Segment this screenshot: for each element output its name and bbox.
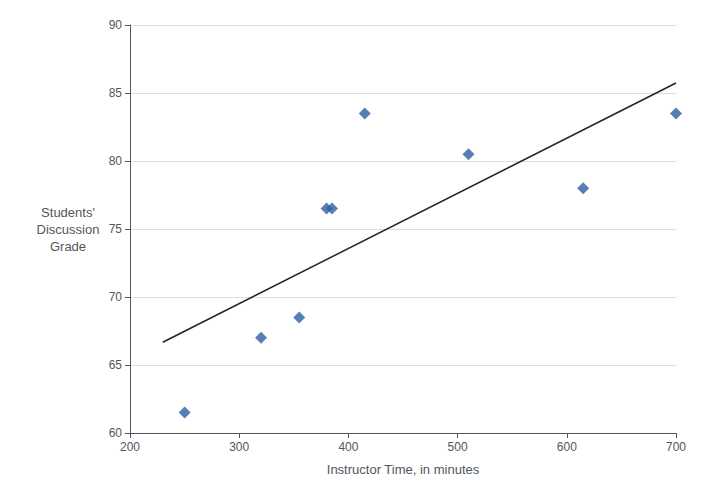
svg-text:Instructor Time, in minutes: Instructor Time, in minutes xyxy=(327,462,480,477)
svg-text:80: 80 xyxy=(109,154,123,168)
svg-text:700: 700 xyxy=(666,440,686,454)
svg-text:Grade: Grade xyxy=(50,239,86,254)
svg-text:300: 300 xyxy=(229,440,249,454)
svg-text:90: 90 xyxy=(109,18,123,32)
svg-text:75: 75 xyxy=(109,222,123,236)
svg-text:Discussion: Discussion xyxy=(37,222,100,237)
svg-text:60: 60 xyxy=(109,426,123,440)
svg-text:Students': Students' xyxy=(41,205,95,220)
svg-text:200: 200 xyxy=(120,440,140,454)
svg-text:85: 85 xyxy=(109,86,123,100)
svg-text:70: 70 xyxy=(109,290,123,304)
svg-text:600: 600 xyxy=(557,440,577,454)
svg-text:400: 400 xyxy=(338,440,358,454)
svg-text:500: 500 xyxy=(448,440,468,454)
svg-text:65: 65 xyxy=(109,358,123,372)
